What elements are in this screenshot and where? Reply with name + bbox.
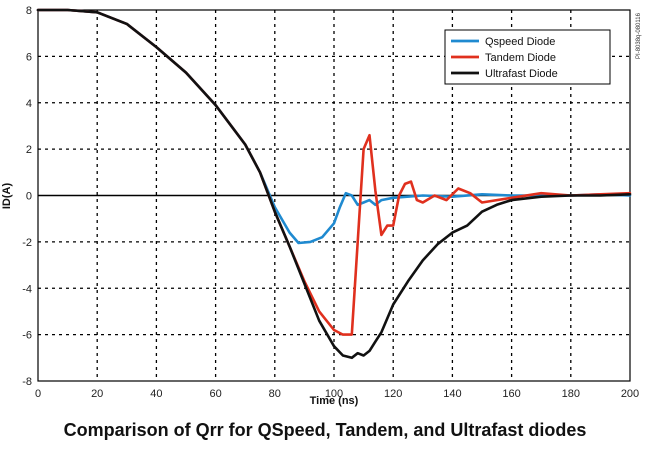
x-tick-label: 60	[209, 388, 221, 400]
y-tick-label: 4	[26, 98, 32, 110]
x-tick-label: 0	[35, 388, 41, 400]
y-tick-label: 2	[26, 144, 32, 156]
series-line-ultrafast-diode	[36, 8, 632, 360]
chart: 0 20 40 60 80 100 120 140 160 180 200 -8 -6 -4 -2 0 2 4 6 8…	[1, 5, 642, 407]
x-tick-label: 180	[562, 388, 580, 400]
legend: Qspeed Diode Tandem Diode Ultrafast Diode	[444, 29, 611, 85]
legend-box	[444, 29, 611, 85]
y-tick-label: 6	[26, 51, 32, 63]
x-tick-label: 80	[269, 388, 281, 400]
x-tick-label: 200	[621, 388, 639, 400]
x-tick-label: 40	[150, 388, 162, 400]
x-tick-label: 160	[502, 388, 520, 400]
tick-labels: 0 20 40 60 80 100 120 140 160 180 200 -8 -6 -4 -2 0 2 4 6 8	[22, 5, 639, 400]
grid	[38, 10, 630, 381]
x-tick-label: 100	[325, 388, 343, 400]
x-axis-label: Time (ns)	[310, 395, 359, 407]
y-axis-label: ID(A)	[1, 183, 13, 210]
legend-label: Qspeed Diode	[485, 36, 555, 48]
legend-label: Ultrafast Diode	[485, 68, 558, 80]
y-tick-label: 0	[26, 191, 32, 203]
series-layer	[36, 8, 632, 360]
y-tick-label: 8	[26, 5, 32, 17]
x-tick-label: 120	[384, 388, 402, 400]
y-tick-label: -6	[22, 330, 32, 342]
x-tick-label: 140	[443, 388, 461, 400]
legend-label: Tandem Diode	[485, 52, 556, 64]
chart-caption: Comparison of Qrr for QSpeed, Tandem, an…	[63, 420, 587, 440]
y-tick-label: -8	[22, 376, 32, 388]
y-tick-label: -2	[22, 237, 32, 249]
side-code-label: PI-8038q-080116	[636, 12, 642, 59]
x-tick-label: 20	[91, 388, 103, 400]
y-tick-label: -4	[22, 283, 32, 295]
